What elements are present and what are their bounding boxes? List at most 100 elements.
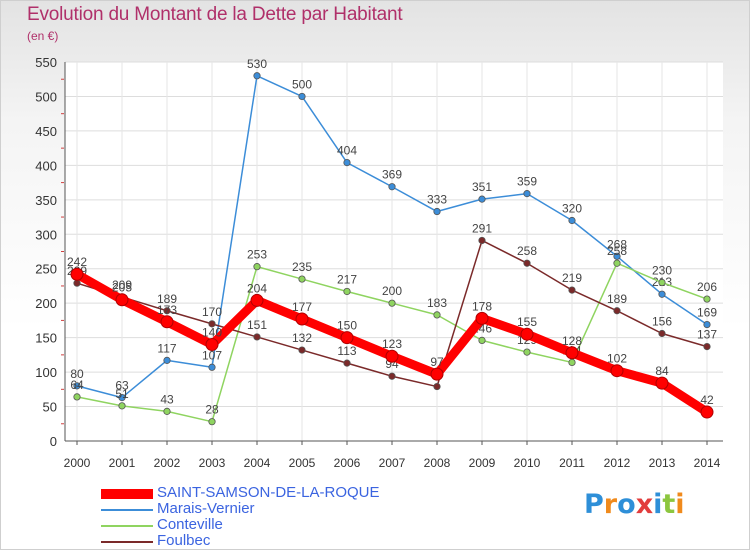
x-tick-label: 2006: [334, 456, 361, 470]
legend-swatch: [101, 509, 153, 511]
data-point: [253, 333, 261, 341]
data-label: 42: [700, 393, 714, 407]
legend-swatch: [101, 525, 153, 527]
data-label: 170: [202, 305, 222, 319]
legend-label: SAINT-SAMSON-DE-LA-ROQUE: [157, 484, 380, 501]
logo-letter: P: [584, 489, 604, 520]
data-label: 242: [67, 255, 87, 269]
data-label: 219: [562, 271, 582, 285]
logo-letter: r: [603, 489, 618, 520]
data-point: [208, 418, 216, 426]
data-label: 169: [697, 306, 717, 320]
data-point: [385, 349, 399, 363]
data-point: [658, 278, 666, 287]
y-tick-label: 200: [35, 296, 57, 311]
data-point: [568, 286, 576, 294]
data-point: [700, 405, 714, 419]
data-label: 156: [652, 315, 672, 329]
data-label: 43: [160, 392, 174, 406]
legend-label: Marais-Vernier: [157, 500, 255, 517]
data-label: 351: [472, 180, 492, 194]
chart-unit: (en €): [27, 29, 59, 43]
data-point: [163, 407, 171, 415]
legend-label: Conteville: [157, 516, 223, 533]
data-point: [658, 290, 666, 298]
data-point: [703, 342, 711, 351]
data-point: [343, 359, 351, 367]
data-label: 132: [292, 331, 312, 345]
data-label: 151: [247, 318, 267, 332]
data-point: [253, 72, 261, 80]
data-label: 200: [382, 284, 402, 298]
data-point: [430, 367, 444, 381]
data-point: [73, 393, 81, 401]
data-label: 183: [427, 296, 447, 310]
y-tick-label: 500: [35, 89, 57, 104]
x-tick-label: 2004: [244, 456, 271, 470]
data-label: 128: [562, 334, 582, 348]
data-label: 64: [70, 378, 84, 392]
y-tick-label: 50: [43, 400, 57, 415]
data-label: 209: [112, 278, 132, 292]
x-tick-label: 2008: [424, 456, 451, 470]
data-label: 253: [247, 248, 267, 262]
data-label: 102: [607, 352, 627, 366]
data-point: [340, 331, 354, 345]
data-label: 291: [472, 221, 492, 235]
y-tick-label: 250: [35, 262, 57, 277]
data-point: [658, 329, 666, 338]
data-label: 404: [337, 144, 357, 158]
y-tick-label: 550: [35, 55, 57, 70]
data-point: [118, 402, 126, 410]
data-point: [205, 338, 219, 352]
data-point: [73, 382, 81, 390]
data-label: 84: [655, 364, 669, 378]
data-point: [433, 207, 441, 216]
data-label: 500: [292, 77, 312, 91]
data-point: [208, 363, 216, 371]
x-tick-label: 2009: [469, 456, 496, 470]
data-point: [613, 259, 621, 267]
logo-letter: i: [653, 489, 663, 520]
data-point: [343, 159, 351, 167]
x-tick-label: 2007: [379, 456, 406, 470]
data-point: [388, 299, 396, 307]
data-label: 217: [337, 272, 357, 286]
legend-swatch: [101, 541, 153, 543]
x-tick-label: 2001: [109, 456, 136, 470]
data-point: [523, 190, 531, 198]
data-label: 333: [427, 193, 447, 207]
data-label: 258: [517, 244, 537, 258]
data-label: 113: [337, 344, 356, 358]
legend-swatch: [101, 489, 153, 499]
data-label: 206: [697, 280, 717, 294]
x-tick-label: 2014: [694, 456, 721, 470]
data-point: [343, 287, 351, 296]
y-tick-label: 400: [35, 158, 57, 173]
data-label: 51: [115, 387, 129, 401]
data-point: [388, 372, 396, 380]
data-label: 140: [202, 326, 222, 340]
data-label: 530: [247, 57, 267, 71]
data-point: [163, 307, 171, 315]
data-label: 320: [562, 201, 582, 215]
data-label: 189: [607, 292, 627, 306]
data-point: [703, 295, 711, 303]
data-label: 178: [472, 299, 492, 313]
data-point: [160, 315, 174, 329]
data-point: [388, 183, 396, 191]
x-tick-label: 2013: [649, 456, 676, 470]
data-label: 117: [157, 341, 176, 355]
data-label: 123: [382, 337, 402, 351]
data-label: 359: [517, 175, 537, 189]
x-tick-label: 2002: [154, 456, 181, 470]
data-point: [520, 327, 534, 341]
data-point: [298, 275, 306, 283]
y-tick-label: 0: [50, 434, 57, 449]
data-point: [523, 348, 531, 356]
data-point: [568, 216, 576, 225]
data-point: [298, 346, 306, 354]
data-label: 268: [607, 237, 627, 251]
